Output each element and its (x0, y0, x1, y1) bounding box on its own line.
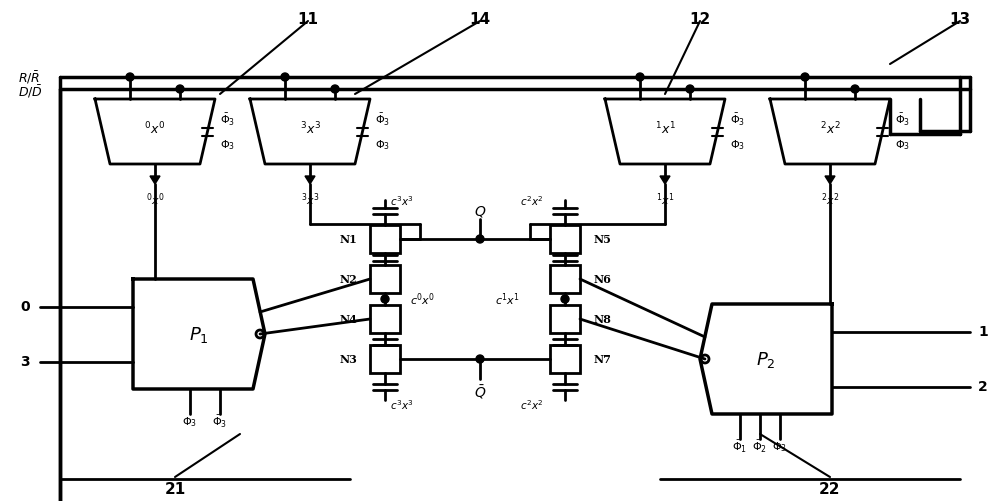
Text: $\Phi_3$: $\Phi_3$ (772, 439, 788, 453)
Bar (370, 306, 400, 333)
Circle shape (256, 330, 264, 338)
Text: N2: N2 (339, 274, 357, 285)
Text: 12: 12 (689, 12, 711, 27)
Text: $c^3x^3$: $c^3x^3$ (390, 397, 414, 411)
Text: 21: 21 (164, 481, 186, 496)
Text: $\Phi_3$: $\Phi_3$ (220, 138, 235, 152)
Polygon shape (150, 177, 160, 185)
Circle shape (561, 296, 569, 304)
Text: 11: 11 (298, 12, 319, 27)
Text: N6: N6 (593, 274, 611, 285)
Text: $\bar{\Phi}_1$: $\bar{\Phi}_1$ (732, 438, 748, 454)
Bar (550, 306, 580, 333)
Circle shape (176, 86, 184, 94)
Circle shape (281, 74, 289, 82)
Text: $^2x^2$: $^2x^2$ (821, 191, 839, 208)
Circle shape (636, 74, 644, 82)
Text: $P_2$: $P_2$ (756, 349, 776, 369)
Bar (370, 266, 400, 294)
Text: $\bar{\Phi}_3$: $\bar{\Phi}_3$ (212, 413, 228, 429)
Text: $R/\bar{R}$: $R/\bar{R}$ (18, 70, 40, 86)
Text: 22: 22 (819, 481, 841, 496)
Text: $^2x^2$: $^2x^2$ (820, 121, 840, 137)
Text: N4: N4 (339, 314, 357, 325)
Text: N5: N5 (593, 234, 611, 245)
Bar (550, 225, 580, 254)
Text: $^1x^1$: $^1x^1$ (656, 191, 674, 208)
Text: $^3x^3$: $^3x^3$ (300, 121, 320, 137)
Text: 0: 0 (20, 300, 30, 314)
Text: $P_1$: $P_1$ (189, 324, 209, 344)
Circle shape (701, 355, 709, 363)
Circle shape (256, 330, 264, 338)
Bar (370, 225, 400, 254)
Text: $\bar{\Phi}_3$: $\bar{\Phi}_3$ (895, 111, 910, 127)
Polygon shape (133, 280, 265, 389)
Text: 14: 14 (469, 12, 491, 27)
Text: 13: 13 (949, 12, 971, 27)
Text: $\bar{Q}$: $\bar{Q}$ (474, 382, 486, 400)
Text: 2: 2 (978, 380, 988, 394)
Text: $\bar{\Phi}_3$: $\bar{\Phi}_3$ (375, 111, 390, 127)
Circle shape (801, 74, 809, 82)
Circle shape (686, 86, 694, 94)
Text: $c^0x^0$: $c^0x^0$ (410, 291, 435, 308)
Polygon shape (825, 177, 835, 185)
Text: N1: N1 (339, 234, 357, 245)
Polygon shape (305, 177, 315, 185)
Polygon shape (700, 305, 832, 414)
Text: $\Phi_3$: $\Phi_3$ (730, 138, 745, 152)
Text: $^0x^0$: $^0x^0$ (146, 191, 164, 208)
Text: $\bar{\Phi}_3$: $\bar{\Phi}_3$ (220, 111, 235, 127)
Text: $D/\bar{D}$: $D/\bar{D}$ (18, 84, 43, 100)
Text: 3: 3 (20, 355, 30, 369)
Circle shape (126, 74, 134, 82)
Circle shape (701, 355, 709, 363)
Text: N8: N8 (593, 314, 611, 325)
Polygon shape (660, 177, 670, 185)
Polygon shape (95, 100, 215, 165)
Text: $\Phi_3$: $\Phi_3$ (375, 138, 390, 152)
Text: $Q$: $Q$ (474, 204, 486, 219)
Text: $c^1x^1$: $c^1x^1$ (495, 291, 520, 308)
Text: $\Phi_3$: $\Phi_3$ (895, 138, 910, 152)
Bar (550, 345, 580, 373)
Circle shape (381, 296, 389, 304)
Bar (550, 266, 580, 294)
Text: $\bar{\Phi}_2$: $\bar{\Phi}_2$ (752, 438, 768, 454)
Text: 1: 1 (978, 325, 988, 339)
Text: $\Phi_3$: $\Phi_3$ (182, 414, 198, 428)
Polygon shape (250, 100, 370, 165)
Text: N7: N7 (593, 354, 611, 365)
Polygon shape (770, 100, 890, 165)
Polygon shape (605, 100, 725, 165)
Bar (370, 345, 400, 373)
Circle shape (476, 235, 484, 243)
Text: $^3x^3$: $^3x^3$ (301, 191, 319, 208)
Text: $^0x^0$: $^0x^0$ (144, 121, 166, 137)
Circle shape (476, 355, 484, 363)
Circle shape (331, 86, 339, 94)
Text: $c^3x^3$: $c^3x^3$ (390, 194, 414, 207)
Text: $^1x^1$: $^1x^1$ (655, 121, 675, 137)
Text: $c^2x^2$: $c^2x^2$ (520, 397, 544, 411)
Text: $\bar{\Phi}_3$: $\bar{\Phi}_3$ (730, 111, 745, 127)
Text: $c^2x^2$: $c^2x^2$ (520, 194, 544, 207)
Circle shape (851, 86, 859, 94)
Text: N3: N3 (339, 354, 357, 365)
